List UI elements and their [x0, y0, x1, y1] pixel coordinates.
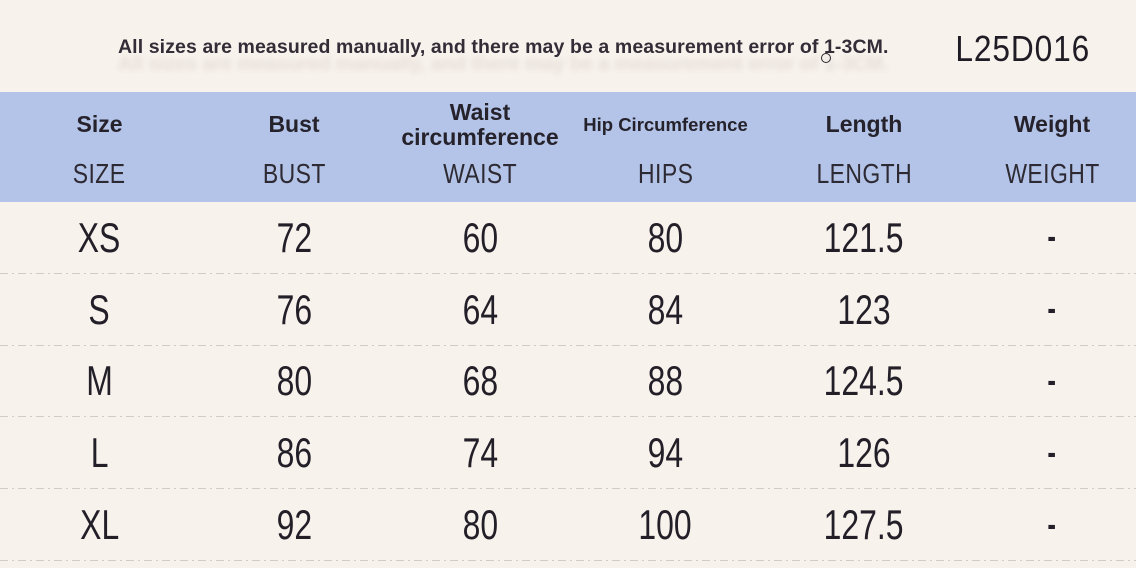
- cell-hips: 100: [571, 501, 760, 549]
- cell-waist: 80: [389, 501, 571, 549]
- size-value: S: [88, 285, 111, 333]
- size-value: XS: [78, 213, 121, 261]
- cell-length: 124.5: [760, 357, 968, 405]
- header-cell-hips: Hip Circumference HIPS: [571, 92, 760, 202]
- cell-weight: -: [968, 218, 1136, 257]
- table-row-xl: XL 92 80 100 127.5 -: [0, 489, 1136, 561]
- cell-waist: 68: [389, 357, 571, 405]
- bust-value: 72: [276, 213, 312, 261]
- row-divider: [0, 488, 1136, 490]
- cell-weight: -: [968, 290, 1136, 329]
- table-header-row: Size SIZE Bust BUST Waist circumference …: [0, 92, 1136, 202]
- row-divider: [0, 344, 1136, 346]
- row-divider: [0, 416, 1136, 418]
- cell-weight: -: [968, 506, 1136, 545]
- cell-size: S: [0, 286, 199, 334]
- header-sublabel-bust: BUST: [262, 158, 326, 189]
- cell-waist: 74: [389, 429, 571, 477]
- table-body: XS 72 60 80 121.5 - S 76 64 84 123 - M 8…: [0, 202, 1136, 568]
- cell-weight: -: [968, 434, 1136, 473]
- hips-value: 100: [638, 501, 693, 549]
- weight-value: -: [1047, 433, 1057, 472]
- cell-hips: 94: [571, 429, 760, 477]
- header-label-hips: Hip Circumference: [583, 113, 748, 135]
- bust-value: 92: [276, 501, 312, 549]
- waist-value: 74: [462, 429, 498, 477]
- cell-bust: 80: [199, 357, 389, 405]
- header-sublabel-length: LENGTH: [816, 158, 912, 189]
- header-label-length: Length: [825, 111, 903, 138]
- weight-value: -: [1047, 505, 1057, 544]
- header-cell-bust: Bust BUST: [199, 92, 389, 202]
- header-sublabel-size: SIZE: [73, 158, 126, 189]
- cell-bust: 72: [199, 214, 389, 262]
- header-cell-waist: Waist circumference WAIST: [389, 92, 571, 202]
- table-row-xs: XS 72 60 80 121.5 -: [0, 202, 1136, 274]
- header-sublabel-hips: HIPS: [637, 158, 694, 189]
- length-value: 126: [837, 429, 891, 477]
- cell-hips: 88: [571, 357, 760, 405]
- header-label-waist: Waist circumference: [401, 98, 559, 150]
- top-note-strip: All sizes are measured manually, and the…: [0, 0, 1136, 92]
- header-sublabel-waist: WAIST: [443, 158, 517, 189]
- cell-length: 127.5: [760, 501, 968, 549]
- hips-value: 80: [647, 213, 684, 261]
- size-value: L: [90, 429, 109, 477]
- header-cell-weight: Weight WEIGHT: [968, 92, 1136, 202]
- cell-bust: 76: [199, 286, 389, 334]
- cell-length: 121.5: [760, 214, 968, 262]
- header-sublabel-weight: WEIGHT: [1004, 158, 1100, 189]
- cell-size: M: [0, 357, 199, 405]
- cell-size: XS: [0, 214, 199, 262]
- header-label-bust: Bust: [268, 111, 320, 138]
- bust-value: 80: [276, 357, 312, 405]
- cell-size: XL: [0, 501, 199, 549]
- weight-value: -: [1047, 290, 1057, 329]
- hips-value: 88: [647, 357, 684, 405]
- cell-length: 123: [760, 286, 968, 334]
- cell-weight: -: [968, 362, 1136, 401]
- cell-waist: 64: [389, 286, 571, 334]
- cell-size: L: [0, 429, 199, 477]
- cell-bust: 92: [199, 501, 389, 549]
- weight-value: -: [1047, 361, 1057, 400]
- product-code: L25D016: [955, 28, 1090, 69]
- size-value: M: [86, 357, 113, 405]
- table-row-m: M 80 68 88 124.5 -: [0, 346, 1136, 418]
- measurement-note: All sizes are measured manually, and the…: [118, 36, 889, 58]
- header-label-weight: Weight: [1013, 111, 1091, 138]
- header-label-size: Size: [76, 111, 123, 138]
- length-value: 123: [837, 285, 891, 333]
- cell-length: 126: [760, 429, 968, 477]
- header-cell-length: Length LENGTH: [760, 92, 968, 202]
- cell-hips: 80: [571, 214, 760, 262]
- hips-value: 94: [647, 429, 684, 477]
- length-value: 127.5: [824, 501, 904, 549]
- waist-value: 80: [462, 501, 498, 549]
- waist-value: 64: [462, 285, 498, 333]
- row-divider: [0, 559, 1136, 561]
- length-value: 124.5: [824, 357, 904, 405]
- size-value: XL: [79, 501, 120, 549]
- bust-value: 86: [276, 429, 312, 477]
- header-cell-size: Size SIZE: [0, 92, 199, 202]
- circle-mark-icon: [821, 53, 831, 63]
- waist-value: 60: [462, 213, 498, 261]
- table-row-l: L 86 74 94 126 -: [0, 417, 1136, 490]
- bust-value: 76: [276, 285, 312, 333]
- table-row-s: S 76 64 84 123 -: [0, 274, 1136, 346]
- row-divider: [0, 272, 1136, 274]
- length-value: 121.5: [824, 213, 904, 261]
- waist-value: 68: [462, 357, 498, 405]
- cell-waist: 60: [389, 214, 571, 262]
- weight-value: -: [1047, 218, 1057, 257]
- hips-value: 84: [647, 285, 684, 333]
- cell-bust: 86: [199, 429, 389, 477]
- cell-hips: 84: [571, 286, 760, 334]
